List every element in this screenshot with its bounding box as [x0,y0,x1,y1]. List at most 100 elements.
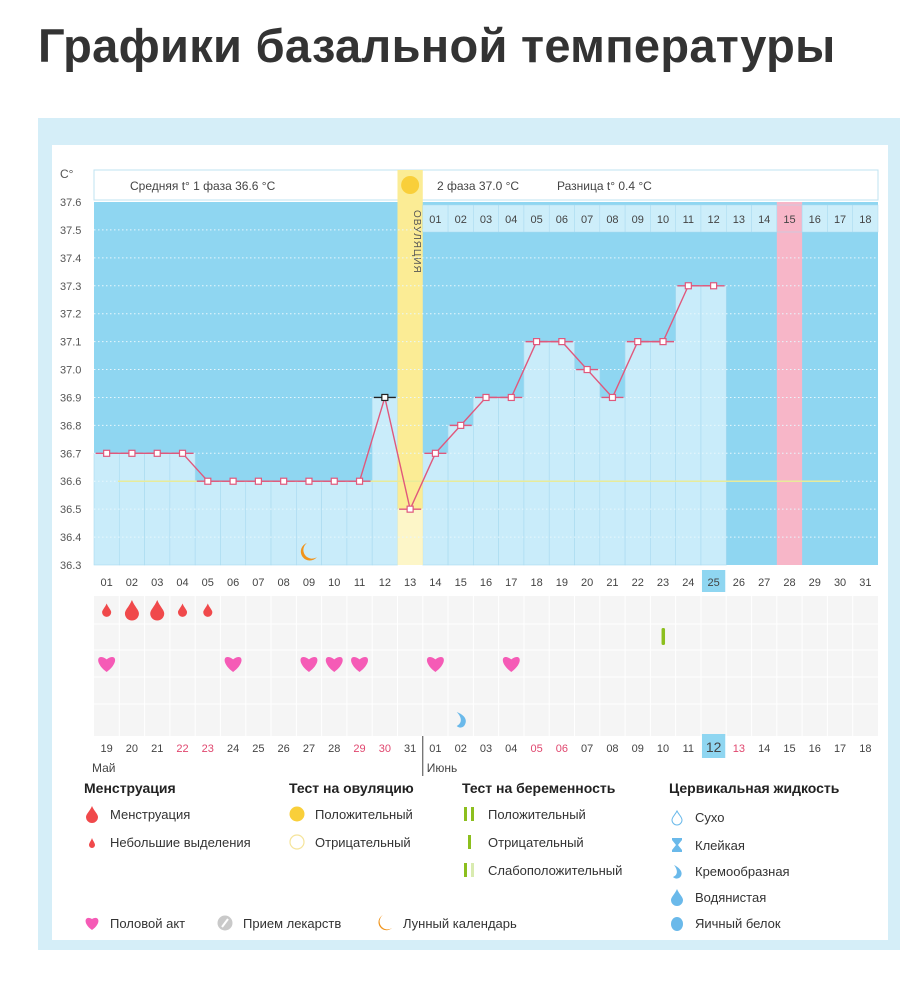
phase2-day-cell [801,204,828,233]
phase2-day-cell [852,204,879,233]
cycle-day-label: 11 [354,577,365,589]
temperature-point [381,393,389,402]
heart-icon [98,657,116,672]
calendar-date-label: 25 [252,743,264,755]
one-line-icon [468,835,471,849]
drop-icon [86,806,98,823]
phase2-day-label: 15 [783,214,795,226]
ovulation-label: ОВУЛЯЦИЯ [411,210,422,274]
heart-icon [325,657,343,672]
temperature-point [507,393,515,402]
calendar-date-label: 19 [101,743,113,755]
temperature-point [330,477,338,485]
phase2-day-cell [675,204,702,233]
cycle-day-label: 23 [657,577,669,589]
temperature-point [254,477,262,485]
today-highlight [701,734,726,758]
legend-label: Кремообразная [695,863,790,879]
calendar-date-label: 04 [505,743,517,755]
y-tick-label: 36.9 [60,392,81,404]
phase2-day-label: 04 [505,214,517,226]
page-title: Графики базальной температуры [38,19,836,72]
y-tick-label: 36.6 [60,476,81,488]
calendar-date-label: 21 [151,743,163,755]
calendar-date-label: 26 [278,743,290,755]
moon-icon [300,543,317,561]
legend-label: Прием лекарств [243,915,342,931]
calendar-date-label: 12 [706,739,722,755]
cycle-day-label: 02 [126,577,138,589]
phase2-day-label: 10 [657,214,669,226]
legend-cervical-creamy: Кремообразная [669,862,790,880]
cycle-day-label: 30 [834,577,846,589]
temperature-point [457,421,465,429]
temperature-bar [144,453,171,566]
month-label: Май [92,761,116,775]
phase2-day-cell [726,204,752,233]
phase2-day-label: 05 [530,214,542,226]
cycle-day-label: 05 [202,577,214,589]
cycle-day-label: 01 [101,577,113,589]
heart-icon [502,657,520,672]
cycle-day-label: 09 [303,577,315,589]
calendar-date-label: 20 [126,743,138,755]
ovulation-sun-icon [401,176,420,194]
y-tick-label: 36.8 [60,420,81,432]
legend-cervical-watery: Водянистая [669,888,766,906]
cycle-day-label: 04 [176,577,188,589]
spotting-icon [203,603,213,617]
phase2-day-label: 03 [480,214,492,226]
phase2-day-label: 06 [556,214,568,226]
y-tick-label: 37.2 [60,309,81,321]
pill-icon [217,915,233,931]
calendar-date-label: 28 [328,743,340,755]
calendar-date-label: 16 [809,743,821,755]
calendar-date-label: 23 [202,743,214,755]
cycle-day-label: 08 [278,577,290,589]
temperature-bar [321,480,348,566]
menstruation-icon [124,600,139,621]
temperature-bar [296,480,322,566]
calendar-date-label: 07 [581,743,593,755]
temperature-point [532,338,541,346]
calendar-date-label: 30 [379,743,391,755]
heart-icon [351,657,369,672]
phase2-day-label: 08 [606,214,618,226]
calendar-date-label: 08 [606,743,618,755]
temperature-bar [270,480,297,566]
y-tick-label: 37.4 [60,253,81,265]
y-tick-label: 37.0 [60,365,81,377]
temperature-point [103,449,111,457]
temperature-point [431,449,440,457]
legend-label: Лунный календарь [403,915,517,931]
legend-ovulation-negative: Отрицательный [289,833,411,851]
phase2-day-label: 17 [834,214,846,226]
temperature-point [229,477,237,485]
menstruation-icon [150,600,165,621]
legend-label: Отрицательный [488,834,584,850]
legend-cervical-title: Цервикальная жидкость [669,780,840,796]
phase1-average: Средняя t° 1 фаза 36.6 °C [130,179,276,193]
heart-icon [85,917,99,930]
temperature-point [406,505,414,513]
calendar-date-label: 29 [353,743,365,755]
temperature-point [178,449,187,457]
phase2-day-cell [751,204,778,233]
legend-moon: Лунный календарь [377,914,517,932]
cycle-day-label: 17 [505,577,517,589]
legend-pregnancy-positive: Положительный [462,805,586,823]
temperature-point [482,393,490,402]
cycle-day-label: 03 [151,577,163,589]
calendar-date-label: 05 [530,743,542,755]
phase2-day-cell [776,204,803,233]
month-label: Июнь [427,761,458,775]
calendar-date-label: 27 [303,743,315,755]
temperature-bar [447,425,474,566]
calendar-date-label: 14 [758,743,770,755]
calendar-date-label: 11 [683,743,694,755]
phase2-day-cell [548,204,575,233]
calendar-date-label: 18 [859,743,871,755]
phase2-day-label: 09 [632,214,644,226]
calendar-date-label: 06 [556,743,568,755]
